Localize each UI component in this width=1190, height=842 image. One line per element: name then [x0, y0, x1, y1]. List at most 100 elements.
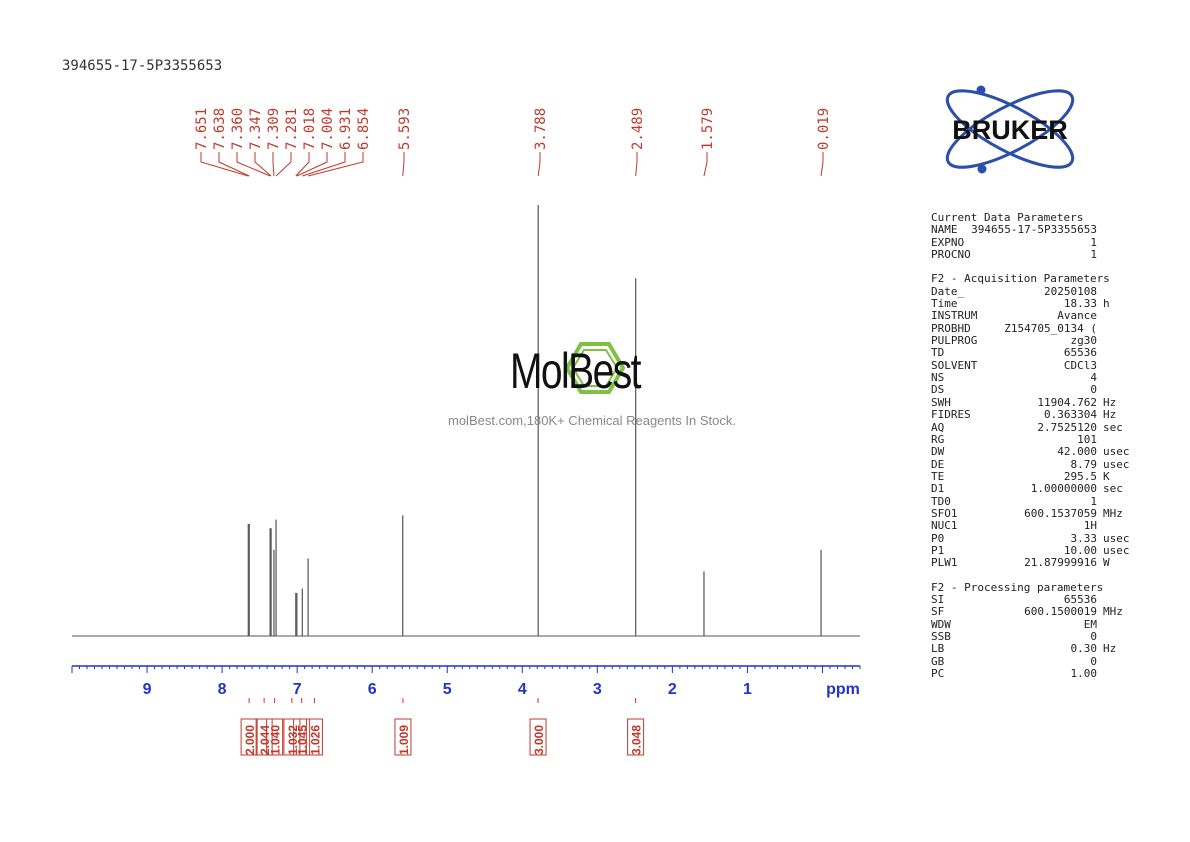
param-unit — [1097, 384, 1139, 396]
param-label: P1 — [931, 543, 945, 557]
bruker-logo: BRUKER — [945, 85, 1075, 174]
param-value: 11904.762 — [1037, 395, 1097, 409]
param-unit: K — [1103, 469, 1110, 483]
param-unit — [1097, 347, 1139, 359]
param-label: Time — [931, 297, 958, 311]
peak-leader-line — [254, 152, 272, 177]
param-unit — [1097, 360, 1139, 372]
param-value: 1 — [1090, 494, 1097, 508]
peak-label: 6.931 — [338, 108, 354, 150]
param-value: 1.00000000 — [1030, 482, 1097, 496]
param-label: Date_ — [931, 284, 965, 298]
param-row-date: Date_ 20250108 — [931, 284, 1139, 298]
param-label: DE — [931, 457, 945, 471]
param-row-name: NAME 394655-17-5P3355653 — [931, 223, 1139, 237]
param-label: WDW — [931, 617, 951, 631]
param-label: NAME — [931, 223, 958, 237]
param-row-lb: LB 0.30 Hz — [931, 642, 1139, 656]
param-label: TD0 — [931, 494, 951, 508]
param-row-ssb: SSB 0 — [931, 630, 1139, 643]
param-row-de: DE 8.79 usec — [931, 457, 1139, 471]
param-unit: usec — [1103, 445, 1130, 459]
peak-label: 1.579 — [700, 108, 716, 150]
peak-label: 7.347 — [248, 108, 264, 150]
peak-label: 7.360 — [230, 108, 246, 150]
param-row-nuc1: NUC1 1H — [931, 519, 1139, 533]
param-label: GB — [931, 654, 945, 668]
param-unit: usec — [1103, 457, 1130, 471]
current-params-header: Current Data Parameters — [931, 211, 1084, 224]
watermark-logo — [564, 342, 626, 394]
integral-value: 2.044 — [258, 725, 272, 755]
param-value: 1 — [1090, 235, 1097, 249]
param-row-fidres: FIDRES 0.363304 Hz — [931, 408, 1139, 422]
param-row-ns: NS 4 — [931, 371, 1139, 385]
param-row-td: TD 65536 — [931, 347, 1139, 360]
integral-box — [255, 718, 273, 756]
param-value: 0.363304 — [1044, 408, 1097, 422]
param-unit — [1097, 224, 1139, 236]
param-unit — [1097, 323, 1139, 335]
param-unit — [1097, 619, 1139, 631]
param-label: SI — [931, 592, 945, 606]
param-label: DW — [931, 445, 945, 459]
param-row-dw: DW 42.000 usec — [931, 445, 1139, 459]
param-label: SF — [931, 605, 945, 619]
param-row-p0: P0 3.33 usec — [931, 531, 1139, 545]
integral-value: 3.048 — [630, 725, 644, 755]
param-label: SWH — [931, 395, 951, 409]
param-unit: usec — [1103, 531, 1130, 545]
param-value: EM — [1083, 617, 1097, 631]
x-tick-label: 1 — [743, 681, 752, 698]
bruker-logo-text: BRUKER — [952, 115, 1068, 145]
param-unit: MHz — [1103, 605, 1123, 619]
watermark-tagline: molBest.com,180K+ Chemical Reagents In S… — [448, 413, 736, 428]
param-row-td0: TD0 1 — [931, 494, 1139, 508]
x-tick-label: 2 — [668, 681, 677, 698]
param-value: 18.33 — [1063, 297, 1097, 311]
param-label: PULPROG — [931, 334, 978, 348]
peak-label: 7.638 — [212, 108, 228, 150]
peak-leader-line — [200, 152, 249, 177]
param-row-sfo1: SFO1 600.1537059 MHz — [931, 507, 1139, 520]
peak-leader-line — [218, 152, 250, 177]
param-row-solvent: SOLVENT CDCl3 — [931, 359, 1139, 372]
integral-value: 3.000 — [532, 725, 546, 755]
param-label: PLW1 — [931, 556, 958, 570]
param-row-gb: GB 0 — [931, 654, 1139, 668]
param-unit — [1097, 520, 1139, 532]
peak-label: 7.309 — [266, 108, 282, 150]
peak-label: 5.593 — [397, 108, 413, 150]
integral-value: 1.009 — [397, 725, 411, 755]
param-value: 1.00 — [1070, 667, 1098, 681]
param-value: 0 — [1090, 630, 1097, 643]
param-value: 295.5 — [1063, 469, 1097, 483]
x-tick-label: 3 — [593, 681, 602, 698]
peak-leader-line — [402, 152, 405, 177]
param-row-time: Time 18.33 h — [931, 297, 1139, 311]
param-label: SSB — [931, 630, 951, 643]
param-value: 101 — [1077, 432, 1097, 446]
param-label: LB — [931, 642, 945, 656]
integral-box — [627, 718, 645, 756]
param-label: INSTRUM — [931, 309, 978, 323]
param-unit — [1097, 372, 1139, 384]
param-label: RG — [931, 432, 945, 446]
param-value: 20250108 — [1044, 284, 1097, 298]
integral-box — [394, 718, 412, 756]
param-row-d1: D1 1.00000000 sec — [931, 482, 1139, 496]
benzene-icon — [564, 342, 626, 394]
x-tick-label: 5 — [443, 681, 452, 698]
integral-box — [305, 718, 323, 756]
param-label: DS — [931, 383, 945, 397]
peak-leader-line — [635, 152, 638, 177]
peak-label: 7.004 — [320, 108, 336, 150]
x-tick-label: 7 — [293, 681, 302, 698]
peak-label: 7.651 — [194, 108, 210, 150]
param-value: 1H — [1083, 519, 1097, 533]
param-label: PROBHD — [931, 321, 971, 335]
param-row-rg: RG 101 — [931, 432, 1139, 446]
integral-value: 1.026 — [308, 725, 322, 755]
param-value: 42.000 — [1057, 445, 1097, 459]
param-value: 4 — [1090, 371, 1097, 385]
